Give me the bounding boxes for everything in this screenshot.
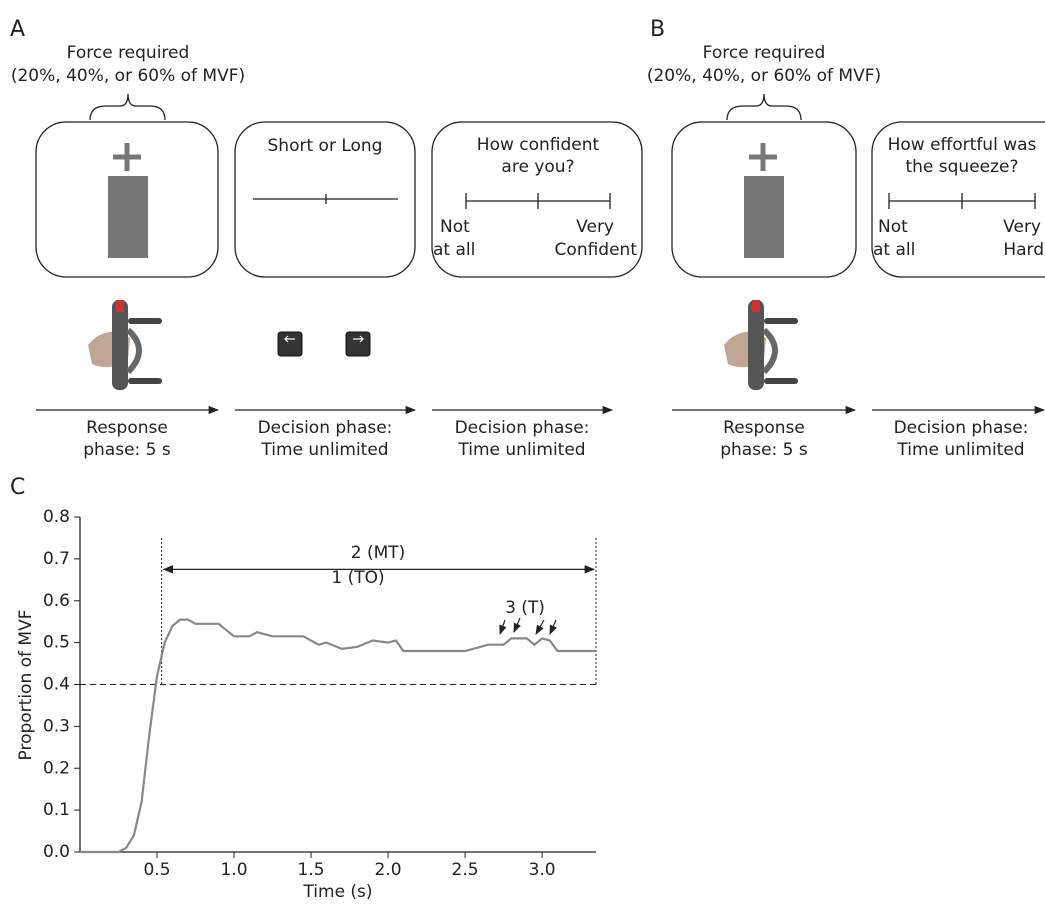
scale-label: Not — [440, 217, 470, 237]
x-tick-label: 3.0 — [529, 860, 556, 880]
y-tick-label: 0.2 — [43, 758, 70, 778]
scale-label: Hard — [1003, 240, 1044, 260]
screen — [431, 121, 643, 278]
force-bar — [744, 176, 784, 258]
rating-scale — [465, 193, 611, 209]
scale-label: Very — [576, 217, 614, 237]
question: the squeeze? — [905, 157, 1018, 177]
y-tick-label: 0.8 — [43, 507, 70, 527]
fixation-cross — [113, 143, 141, 171]
brace — [89, 93, 166, 121]
question: are you? — [501, 157, 574, 177]
y-tick-label: 0.0 — [43, 842, 70, 862]
force-label: Force required — [703, 43, 826, 63]
fixation-cross — [749, 143, 777, 171]
force-label: Force required — [67, 43, 190, 63]
phase-label: Response — [723, 418, 805, 438]
phase-label: phase: 5 s — [720, 440, 808, 460]
scale-label: at all — [873, 240, 915, 260]
scale-label: Not — [878, 217, 908, 237]
x-axis-label: Time (s) — [302, 882, 372, 902]
phase-label: Decision phase: — [894, 418, 1029, 438]
x-tick-label: 2.5 — [452, 860, 479, 880]
annotation: 3 (T) — [505, 598, 545, 618]
force-bar — [108, 176, 148, 258]
phase-label: phase: 5 s — [83, 440, 171, 460]
tremor-arrow — [499, 619, 507, 635]
arrow-key — [277, 331, 303, 357]
scale-label: Confident — [555, 240, 638, 260]
annotation: 1 (TO) — [331, 568, 384, 588]
y-tick-label: 0.5 — [43, 633, 70, 653]
panel-label: A — [10, 17, 25, 42]
y-tick-label: 0.4 — [43, 675, 70, 695]
scale-label: at all — [433, 240, 475, 260]
panel-label: B — [650, 17, 665, 42]
phase-label: Time unlimited — [260, 440, 388, 460]
force-trace — [80, 618, 596, 854]
y-tick-label: 0.6 — [43, 591, 70, 611]
hand-gripper — [724, 300, 798, 390]
scale-label: Very — [1003, 217, 1041, 237]
y-tick-label: 0.3 — [43, 716, 70, 736]
phase-label: Response — [86, 418, 168, 438]
screen-title: Short or Long — [268, 136, 383, 156]
x-tick-label: 1.0 — [221, 860, 248, 880]
rating-scale — [888, 193, 1036, 209]
y-tick-label: 0.1 — [43, 800, 70, 820]
hand-gripper — [88, 300, 162, 390]
tremor-arrow — [549, 619, 557, 635]
question: How effortful was — [888, 135, 1037, 155]
tremor-arrow — [535, 619, 545, 635]
force-options: (20%, 40%, or 60% of MVF) — [11, 66, 245, 86]
phase-label: Time unlimited — [457, 440, 585, 460]
duration-line — [253, 194, 398, 204]
phase-label: Decision phase: — [455, 418, 590, 438]
question: How confident — [477, 135, 600, 155]
y-tick-label: 0.7 — [43, 549, 70, 569]
panel-label: C — [10, 475, 25, 500]
annotation: 2 (MT) — [351, 543, 406, 563]
brace — [726, 93, 802, 121]
x-tick-label: 1.5 — [298, 860, 325, 880]
phase-label: Time unlimited — [896, 440, 1024, 460]
tremor-arrow — [513, 617, 521, 633]
x-tick-label: 0.5 — [143, 860, 170, 880]
x-tick-label: 2.0 — [375, 860, 402, 880]
y-axis-label: Proportion of MVF — [16, 610, 36, 761]
screen — [871, 121, 1045, 278]
force-options: (20%, 40%, or 60% of MVF) — [647, 66, 881, 86]
arrow-key — [345, 331, 371, 357]
phase-label: Decision phase: — [258, 418, 393, 438]
